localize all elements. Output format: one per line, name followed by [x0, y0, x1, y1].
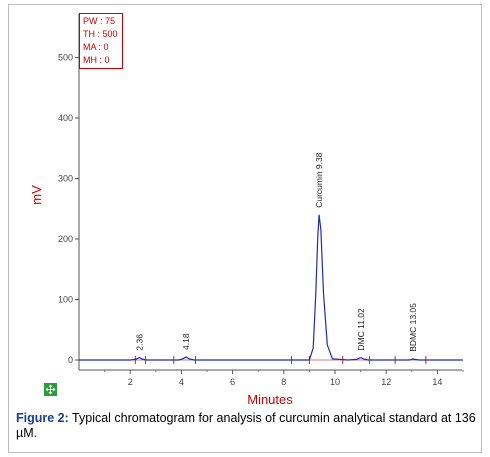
chromatogram-trace [79, 214, 463, 361]
peak-label: DMC 11.02 [356, 308, 366, 351]
y-tick-label: 400 [58, 113, 73, 123]
x-tick-label: 6 [230, 377, 235, 387]
peak-label: 4.18 [181, 333, 191, 350]
y-tick-label: 200 [58, 234, 73, 244]
y-tick-label: 100 [58, 295, 73, 305]
x-axis-title: Minutes [247, 392, 293, 407]
figure-caption-text: Typical chromatogram for analysis of cur… [16, 411, 476, 440]
x-tick-label: 10 [330, 377, 340, 387]
peak-label: 2.36 [134, 334, 144, 351]
y-axis-title: mV [29, 185, 44, 205]
x-tick-label: 2 [128, 377, 133, 387]
y-tick-label: 0 [68, 355, 73, 365]
figure-label: Figure 2: [16, 411, 69, 425]
x-tick-label: 12 [381, 377, 391, 387]
figure-caption: Figure 2: Typical chromatogram for analy… [16, 411, 478, 441]
x-tick-label: 14 [432, 377, 442, 387]
x-tick-label: 8 [281, 377, 286, 387]
integration-params-box: PW : 75 TH : 500 MA : 0 MH : 0 [79, 13, 123, 69]
y-tick-label: 300 [58, 174, 73, 184]
x-tick-label: 4 [179, 377, 184, 387]
chromatogram-chart: 0 100 200 300 400 500 2 4 6 8 10 12 14 2.36 4.18 Curcu… [29, 14, 464, 407]
peak-label: BDMC 13.05 [408, 303, 418, 352]
y-tick-label: 500 [58, 53, 73, 63]
param-pw: PW : 75 [83, 16, 116, 26]
param-th: TH : 500 [83, 29, 118, 39]
param-mh: MH : 0 [83, 55, 110, 65]
figure-frame [8, 4, 482, 453]
expand-arrows-icon[interactable] [44, 383, 57, 396]
peak-label: Curcumin 9.38 [314, 152, 324, 208]
param-ma: MA : 0 [83, 42, 109, 52]
